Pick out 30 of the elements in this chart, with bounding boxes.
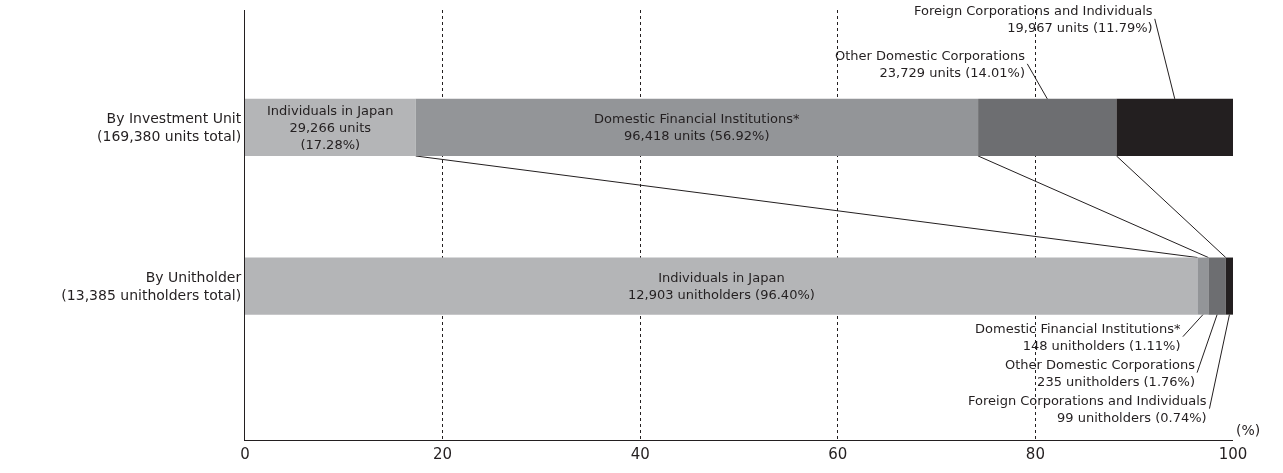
data-label: 12,903 unitholders (96.40%)	[628, 286, 815, 302]
data-label: 148 unitholders (1.11%)	[1022, 337, 1181, 353]
series-label: Domestic Financial Institutions*	[594, 111, 801, 126]
text: Foreign Corporations and Individuals	[914, 3, 1153, 18]
text: Individuals in Japan	[658, 270, 785, 285]
y-tick-label: By Unitholder (13,385 unitholders total)	[61, 268, 242, 304]
x-tick-label: 0	[240, 445, 250, 463]
data-label: 96,418 units (56.92%)	[624, 127, 770, 143]
x-tick-label: 20	[433, 445, 453, 463]
x-tick-label: 100	[1218, 445, 1248, 463]
bar	[1197, 257, 1209, 315]
x-axis-title: (%)	[1236, 422, 1261, 438]
data-label: 19,967 units (11.79%)	[1007, 19, 1153, 35]
x-tick-label: 80	[1025, 445, 1045, 463]
bar	[245, 257, 1198, 315]
data-label: 29,266 units (17.28%)	[289, 119, 372, 152]
text: Foreign Corporations and Individuals	[968, 393, 1207, 408]
data-label: 99 unitholders (0.74%)	[1057, 409, 1207, 425]
bar	[1208, 257, 1226, 315]
text: Other Domestic Corporations	[1005, 357, 1195, 372]
bar	[415, 98, 979, 156]
data-label: 235 unitholders (1.76%)	[1037, 373, 1195, 389]
text: Domestic Financial Institutions*	[975, 321, 1181, 336]
y-tick-label: By Investment Unit (169,380 units total)	[97, 110, 242, 145]
data-label: 23,729 units (14.01%)	[879, 64, 1025, 80]
series-label: Individuals in Japan	[267, 103, 394, 118]
x-tick-label: 40	[630, 445, 650, 463]
text: Other Domestic Corporations	[835, 48, 1026, 63]
bar	[978, 98, 1117, 156]
x-tick-label: 60	[828, 445, 848, 463]
